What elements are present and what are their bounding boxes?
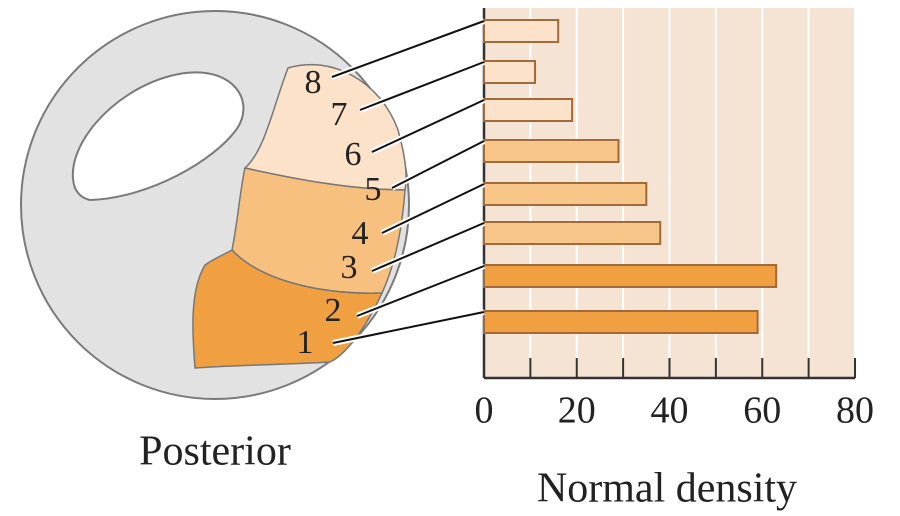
x-tick-label: 40 [651,390,689,432]
leader-line [371,222,485,272]
bar [483,310,759,334]
bar [483,182,648,206]
leader-line [371,99,485,153]
bar [483,60,537,84]
segment-label: 6 [345,136,362,173]
x-axis-label: Normal density [537,466,797,512]
bar [483,19,560,43]
leader-line [359,61,485,111]
bar [483,139,620,163]
diagram-label: Posterior [139,429,291,475]
x-tick-label: 20 [558,390,596,432]
leader-line [391,140,485,189]
x-tick-label: 0 [475,390,494,432]
leader-line [356,265,485,317]
bar [483,221,662,245]
leader-line [332,311,485,344]
leader-line [381,183,485,234]
segment-label: 4 [352,215,369,252]
bar [483,264,778,288]
leader-line [331,20,485,78]
segment-label: 5 [365,171,382,208]
x-tick-label: 80 [836,390,874,432]
segment-label: 2 [325,292,342,329]
region-dark [192,249,384,369]
x-tick-label: 60 [743,390,781,432]
bar [483,98,574,122]
segment-label: 7 [331,96,348,133]
segment-label: 8 [305,64,322,101]
segment-label: 1 [297,324,314,361]
section-diagram: Posterior [20,10,410,475]
segment-label: 3 [341,249,358,286]
hole [72,71,245,202]
